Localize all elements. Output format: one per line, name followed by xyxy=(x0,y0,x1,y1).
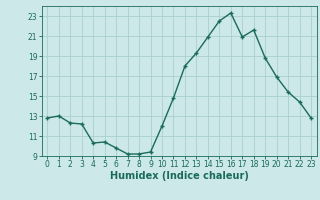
X-axis label: Humidex (Indice chaleur): Humidex (Indice chaleur) xyxy=(110,171,249,181)
